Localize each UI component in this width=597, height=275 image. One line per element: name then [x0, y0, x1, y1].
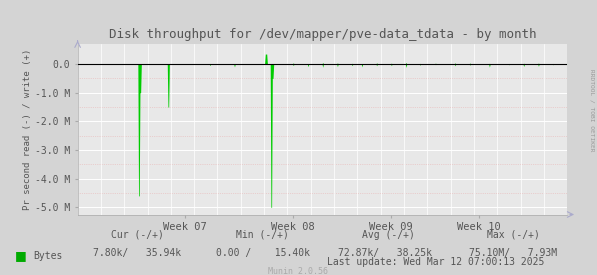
Text: Max (-/+): Max (-/+)	[487, 230, 540, 240]
Text: Munin 2.0.56: Munin 2.0.56	[269, 267, 328, 275]
Text: Last update: Wed Mar 12 07:00:13 2025: Last update: Wed Mar 12 07:00:13 2025	[327, 257, 544, 267]
Text: 7.80k/   35.94k: 7.80k/ 35.94k	[93, 248, 181, 258]
Text: Bytes: Bytes	[33, 251, 62, 261]
Text: Min (-/+): Min (-/+)	[236, 230, 289, 240]
Text: RRDTOOL / TOBI OETIKER: RRDTOOL / TOBI OETIKER	[589, 69, 594, 151]
Text: 75.10M/   7.93M: 75.10M/ 7.93M	[469, 248, 558, 258]
Text: 72.87k/   38.25k: 72.87k/ 38.25k	[338, 248, 432, 258]
Text: 0.00 /    15.40k: 0.00 / 15.40k	[216, 248, 310, 258]
Text: Cur (-/+): Cur (-/+)	[111, 230, 164, 240]
Text: ■: ■	[15, 249, 27, 262]
Title: Disk throughput for /dev/mapper/pve-data_tdata - by month: Disk throughput for /dev/mapper/pve-data…	[109, 28, 536, 42]
Y-axis label: Pr second read (-) / write (+): Pr second read (-) / write (+)	[23, 49, 32, 210]
Text: Avg (-/+): Avg (-/+)	[362, 230, 414, 240]
